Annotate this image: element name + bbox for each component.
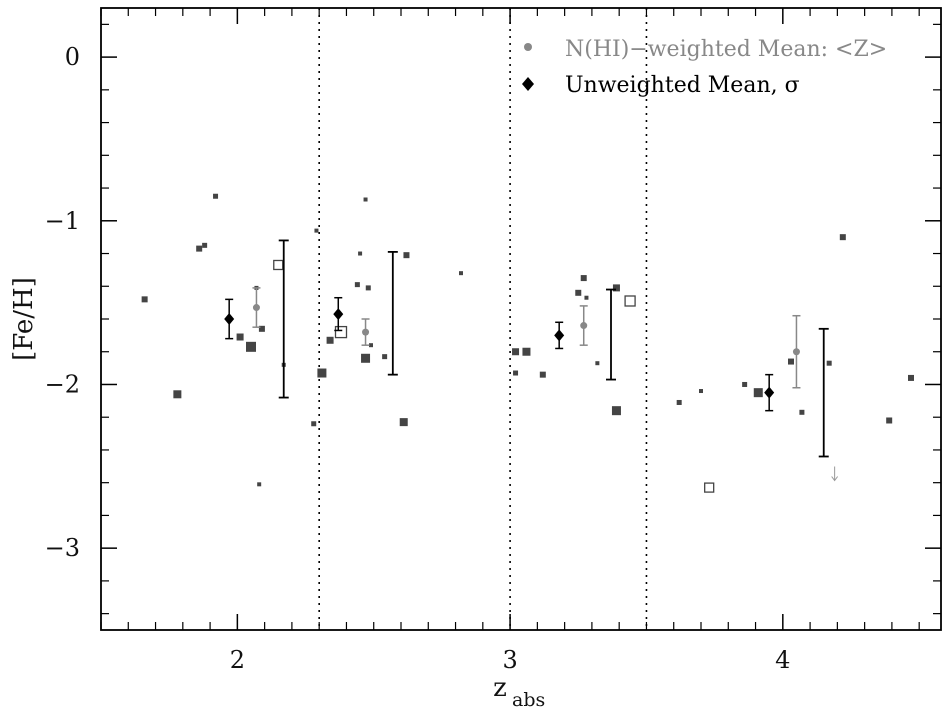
data-point: [611, 406, 621, 416]
data-point: [459, 271, 463, 276]
y-tick-label: −2: [45, 370, 80, 398]
x-tick-label: 2: [230, 646, 245, 674]
unweighted-mean-marker: [554, 329, 565, 342]
upper-limit-arrow: [831, 466, 839, 482]
legend: N(HI)−weighted Mean: <Z> Unweighted Mean…: [522, 37, 887, 98]
data-point: [363, 197, 368, 202]
y-tick-label: −1: [45, 207, 80, 235]
y-tick-label: 0: [65, 43, 80, 71]
data-point: [246, 341, 256, 352]
data-point: [202, 242, 208, 248]
data-point: [403, 252, 410, 259]
x-axis-label-subscript: abs: [512, 689, 545, 711]
data-point: [314, 228, 319, 233]
data-point: [358, 251, 363, 256]
data-point-open: [704, 482, 715, 493]
data-point: [258, 325, 265, 332]
data-point: [699, 389, 703, 394]
unweighted-mean-marker: [224, 313, 235, 325]
data-point-open: [624, 295, 636, 307]
data-point: [612, 284, 620, 292]
data-point: [213, 193, 219, 199]
weighted-mean-marker: [362, 328, 370, 336]
legend-weighted-marker: [524, 43, 532, 51]
data-point: [257, 482, 262, 487]
data-point: [382, 354, 388, 360]
data-point: [826, 360, 832, 366]
data-point: [839, 234, 846, 241]
y-axis-label: [Fe/H]: [9, 277, 39, 361]
data-point: [539, 371, 546, 378]
data-point: [676, 399, 682, 405]
weighted-mean-marker: [252, 304, 260, 312]
data-point: [513, 370, 519, 376]
data-point: [575, 289, 582, 296]
weighted-mean-marker: [580, 322, 588, 330]
data-point: [753, 388, 763, 398]
data-point: [317, 368, 327, 378]
unweighted-mean-marker: [764, 386, 775, 399]
y-tick-label: −3: [45, 534, 80, 562]
x-tick-label: 4: [775, 646, 790, 674]
data-point: [595, 361, 600, 366]
data-point: [522, 347, 531, 356]
data-point: [365, 285, 371, 291]
data-point: [799, 409, 805, 415]
unweighted-mean-marker: [333, 308, 344, 321]
data-point: [311, 421, 317, 427]
data-point: [369, 343, 373, 348]
data-point: [512, 348, 520, 356]
data-point: [361, 353, 371, 363]
data-point-open: [273, 259, 284, 271]
data-point: [196, 245, 203, 252]
legend-weighted-label: N(HI)−weighted Mean: <Z>: [565, 37, 887, 62]
data-point: [326, 336, 334, 344]
data-point: [580, 275, 587, 282]
data-point: [908, 374, 914, 381]
data-point: [354, 282, 360, 288]
x-tick-label: 3: [502, 646, 517, 674]
data-point-open: [334, 325, 348, 339]
x-axis-label: z: [493, 673, 507, 703]
weighted-mean-marker: [792, 348, 800, 356]
data-point: [141, 296, 148, 303]
data-point: [742, 381, 748, 387]
data-point: [886, 417, 893, 424]
data-point: [399, 418, 408, 427]
legend-unweighted-label: Unweighted Mean, σ: [565, 73, 800, 98]
data-point: [173, 390, 182, 399]
legend-unweighted-marker: [522, 77, 534, 91]
data-point: [236, 333, 244, 341]
data-point: [788, 358, 794, 365]
data-point: [584, 295, 589, 300]
